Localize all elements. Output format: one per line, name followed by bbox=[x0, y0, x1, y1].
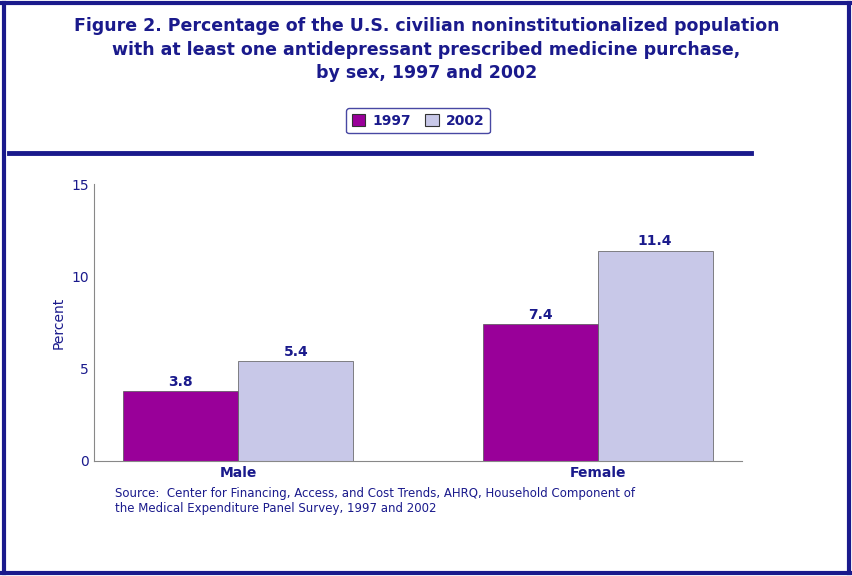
Bar bbox=[482, 324, 597, 461]
Text: 7.4: 7.4 bbox=[527, 308, 552, 322]
Y-axis label: Percent: Percent bbox=[52, 297, 66, 348]
Legend: 1997, 2002: 1997, 2002 bbox=[346, 108, 489, 134]
Text: Source:  Center for Financing, Access, and Cost Trends, AHRQ, Household Componen: Source: Center for Financing, Access, an… bbox=[115, 487, 635, 515]
Bar bbox=[238, 361, 353, 461]
Text: 3.8: 3.8 bbox=[169, 374, 193, 389]
Text: Figure 2. Percentage of the U.S. civilian noninstitutionalized population
with a: Figure 2. Percentage of the U.S. civilia… bbox=[73, 17, 779, 82]
Bar bbox=[597, 251, 711, 461]
Bar bbox=[124, 391, 238, 461]
Text: 11.4: 11.4 bbox=[637, 234, 671, 248]
Text: 5.4: 5.4 bbox=[283, 345, 308, 359]
